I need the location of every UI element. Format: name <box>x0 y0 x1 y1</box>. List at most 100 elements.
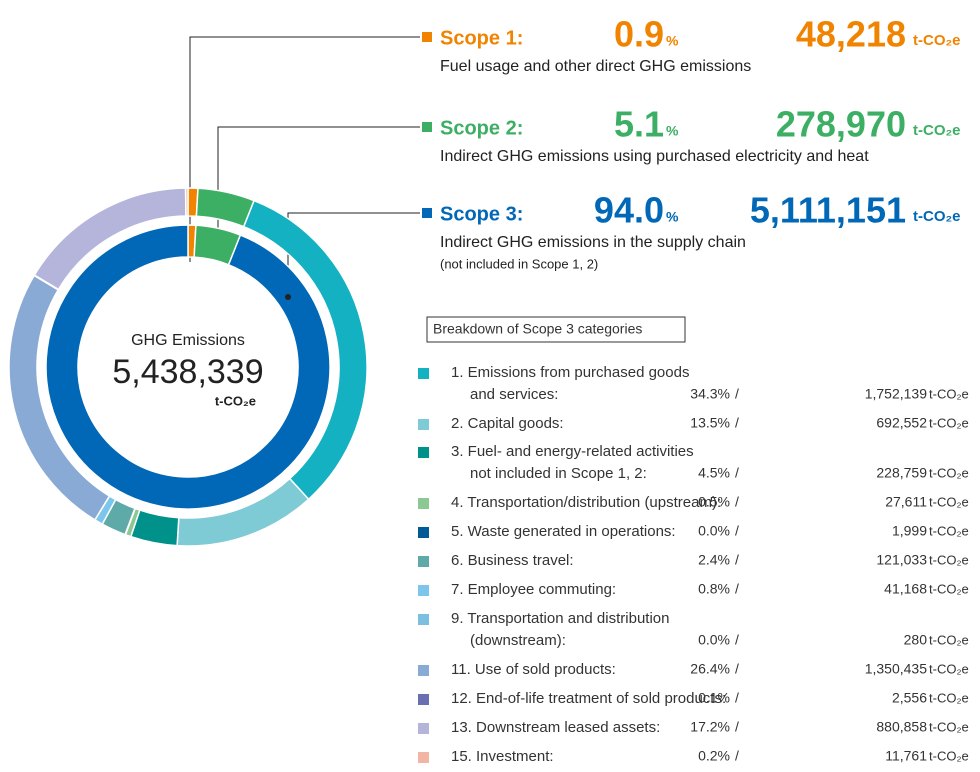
category-percent: 13.5% <box>690 415 730 431</box>
category-value: 2,556 <box>892 690 927 706</box>
separator: / <box>735 465 739 481</box>
category-value: 1,752,139 <box>865 386 927 402</box>
legend-swatch <box>418 665 429 676</box>
category-unit: t-CO₂e <box>929 719 969 734</box>
category-value: 1,999 <box>892 523 927 539</box>
category-value: 228,759 <box>876 465 927 481</box>
separator: / <box>735 494 739 510</box>
legend-swatch <box>422 32 432 42</box>
legend-swatch <box>422 208 432 218</box>
category-value: 41,168 <box>884 581 927 597</box>
scope-description: Indirect GHG emissions in the supply cha… <box>440 234 746 251</box>
category-value: 692,552 <box>876 415 927 431</box>
legend-swatch <box>418 752 429 763</box>
category-percent: 0.8% <box>698 581 730 597</box>
separator: / <box>735 523 739 539</box>
separator: / <box>735 581 739 597</box>
scope-percent: 5.1 <box>614 104 664 145</box>
scope-note: (not included in Scope 1, 2) <box>440 256 598 271</box>
category-value: 1,350,435 <box>865 661 927 677</box>
leader-dot <box>285 294 291 300</box>
scope-unit: t-CO₂e <box>913 32 961 49</box>
category-label: and services: <box>470 386 558 403</box>
category-label: 1. Emissions from purchased goods <box>451 364 689 381</box>
category-percent: 2.4% <box>698 552 730 568</box>
category-percent: 0.5% <box>698 494 730 510</box>
percent-unit: % <box>666 123 679 139</box>
legend-swatch <box>418 419 429 430</box>
category-label: 4. Transportation/distribution (upstream… <box>451 494 721 511</box>
leader-line <box>189 36 420 262</box>
scope-name: Scope 1: <box>440 27 523 49</box>
category-value: 27,611 <box>885 494 927 510</box>
percent-unit: % <box>666 209 679 225</box>
category-unit: t-CO₂e <box>929 661 969 676</box>
separator: / <box>735 552 739 568</box>
legend-swatch <box>418 527 429 538</box>
category-percent: 34.3% <box>690 386 730 402</box>
category-percent: 17.2% <box>690 719 730 735</box>
category-unit: t-CO₂e <box>929 581 969 596</box>
category-value: 880,858 <box>876 719 927 735</box>
scope-percent: 0.9 <box>614 14 664 55</box>
category-label: 6. Business travel: <box>451 552 574 569</box>
category-label: (downstream): <box>470 632 566 649</box>
category-unit: t-CO₂e <box>929 523 969 538</box>
category-unit: t-CO₂e <box>929 415 969 430</box>
category-percent: 0.0% <box>698 523 730 539</box>
legend-swatch <box>418 585 429 596</box>
category-label: 13. Downstream leased assets: <box>451 719 660 736</box>
category-unit: t-CO₂e <box>929 552 969 567</box>
category-percent: 4.5% <box>698 465 730 481</box>
legend-swatch <box>418 447 429 458</box>
percent-unit: % <box>666 33 679 49</box>
category-value: 121,033 <box>876 552 927 568</box>
category-unit: t-CO₂e <box>929 632 969 647</box>
legend-swatch <box>418 723 429 734</box>
scope-unit: t-CO₂e <box>913 208 961 225</box>
scope-description: Indirect GHG emissions using purchased e… <box>440 148 869 165</box>
category-unit: t-CO₂e <box>929 494 969 509</box>
category-unit: t-CO₂e <box>929 748 969 763</box>
center-title: GHG Emissions <box>131 332 245 349</box>
category-label: 2. Capital goods: <box>451 415 564 432</box>
separator: / <box>735 415 739 431</box>
category-percent: 0.2% <box>698 748 730 764</box>
category-label: 7. Employee commuting: <box>451 581 616 598</box>
legend-swatch <box>422 122 432 132</box>
scope-name: Scope 3: <box>440 203 523 225</box>
category-label: 9. Transportation and distribution <box>451 610 669 627</box>
donut-segment <box>45 224 331 510</box>
scope-unit: t-CO₂e <box>913 122 961 139</box>
separator: / <box>735 690 739 706</box>
scope-description: Fuel usage and other direct GHG emission… <box>440 58 751 75</box>
separator: / <box>735 719 739 735</box>
breakdown-box <box>426 316 686 343</box>
legend-swatch <box>418 694 429 705</box>
separator: / <box>735 748 739 764</box>
category-unit: t-CO₂e <box>929 465 969 480</box>
breakdown-title: Breakdown of Scope 3 categories <box>433 321 642 337</box>
category-label: 15. Investment: <box>451 748 554 765</box>
category-label: 12. End-of-life treatment of sold produc… <box>451 690 726 707</box>
separator: / <box>735 386 739 402</box>
separator: / <box>735 661 739 677</box>
center-value: 5,438,339 <box>112 353 263 391</box>
category-percent: 26.4% <box>690 661 730 677</box>
category-percent: 0.1% <box>698 690 730 706</box>
legend-swatch <box>418 368 429 379</box>
category-unit: t-CO₂e <box>929 690 969 705</box>
center-unit: t-CO₂e <box>215 393 256 408</box>
category-value: 280 <box>904 632 928 648</box>
category-value: 11,761 <box>885 748 927 764</box>
legend-swatch <box>418 498 429 509</box>
category-label: 5. Waste generated in operations: <box>451 523 676 540</box>
scope-value: 5,111,151 <box>750 190 906 231</box>
legend-swatch <box>418 614 429 625</box>
scope-name: Scope 2: <box>440 117 523 139</box>
category-label: not included in Scope 1, 2: <box>470 465 647 482</box>
legend-swatch <box>418 556 429 567</box>
category-unit: t-CO₂e <box>929 386 969 401</box>
scope-value: 278,970 <box>776 104 906 145</box>
